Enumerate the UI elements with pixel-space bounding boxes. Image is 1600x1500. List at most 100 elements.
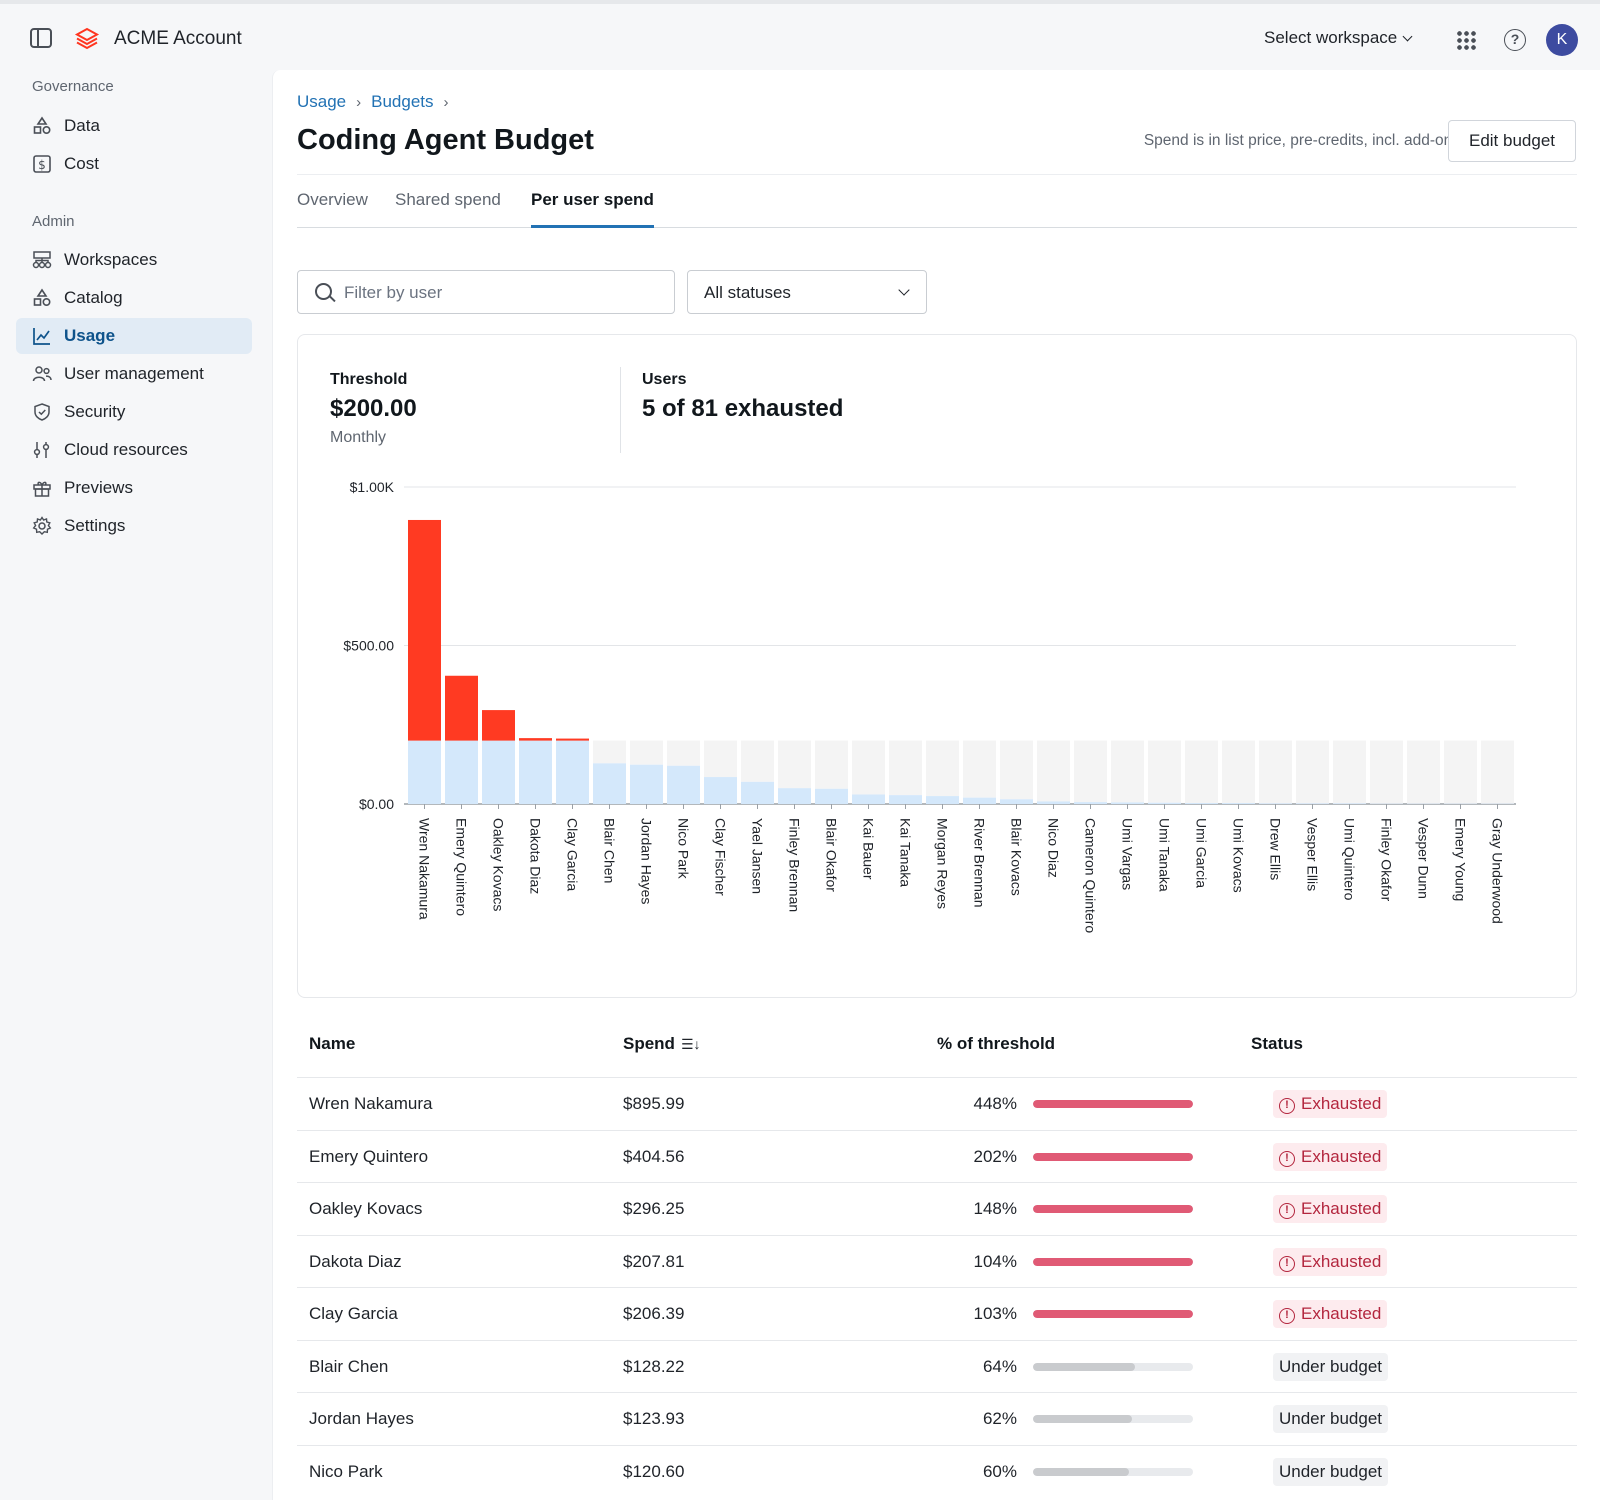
alert-circle-icon: ! [1279,1098,1295,1114]
divider [297,174,1577,175]
threshold-progress-fill [1033,1362,1136,1371]
tabs: Overview Shared spend Per user spend [297,190,1577,228]
sidebar-item-cloud-resources[interactable]: Cloud resources [16,432,252,468]
sidebar-item-settings[interactable]: Settings [16,508,252,544]
table-row[interactable]: Clay Garcia $206.39 103% ! Exhausted [297,1287,1577,1340]
bar-remaining [1148,740,1181,803]
table-row[interactable]: Dakota Diaz $207.81 104% ! Exhausted [297,1234,1577,1288]
bar-under-threshold [1296,803,1329,804]
workspace-select[interactable]: Select workspace [1264,28,1413,48]
x-tick-label: Drew Ellis [1268,818,1284,880]
row-name: Blair Chen [309,1356,389,1376]
threshold-progress-fill [1033,1205,1193,1213]
status-select[interactable]: All statuses [687,270,927,314]
breadcrumb-budgets[interactable]: Budgets [371,92,434,111]
apps-grid-icon[interactable] [1456,30,1476,50]
bar-remaining [1296,740,1329,804]
sidebar-toggle-icon[interactable] [30,28,52,48]
edit-budget-button[interactable]: Edit budget [1448,120,1576,162]
tab-per-user-spend[interactable]: Per user spend [531,190,654,228]
bar-remaining [1444,740,1477,804]
row-spend: $206.39 [623,1304,685,1323]
bar-under-threshold [482,740,515,804]
threshold-progress-fill [1033,1415,1133,1423]
tab-shared-spend[interactable]: Shared spend [395,190,501,209]
threshold-progress-bar [1033,1205,1193,1213]
bar-remaining [741,740,774,782]
x-tick-label: Nico Park [676,818,692,880]
bar-under-threshold [889,795,922,804]
row-pct: 64% [982,1356,1017,1376]
bar-under-threshold [519,740,552,804]
threshold-progress-fill [1033,1467,1129,1476]
table-row[interactable]: Jordan Hayes $123.93 62% Under budget [297,1392,1577,1445]
table-row[interactable]: Oakley Kovacs $296.25 148% ! Exhausted [297,1182,1577,1235]
bar-under-threshold [1000,799,1033,804]
status-badge: ! Exhausted [1273,1247,1388,1276]
x-tick-label: Emery Quintero [454,818,470,916]
avatar[interactable]: K [1546,24,1578,56]
users-icon [32,364,52,384]
col-header-spend[interactable]: Spend ☰↓ [623,1034,701,1054]
main-panel: Usage › Budgets › Coding Agent Budget Spend… [272,70,1600,1500]
bar-remaining [1481,740,1514,804]
bar-under-threshold [704,777,737,804]
x-tick-label: Finley Okafor [1379,818,1395,902]
table-row[interactable]: Nico Park $120.60 60% Under budget [297,1444,1577,1498]
tab-overview[interactable]: Overview [297,190,368,209]
x-tick-label: Finley Brennan [787,818,803,912]
row-name: Dakota Diaz [309,1251,402,1271]
threshold-progress-bar [1033,1257,1193,1266]
breadcrumb-usage[interactable]: Usage [297,92,347,111]
sidebar-item-security[interactable]: Security [16,394,252,430]
x-tick-label: Blair Chen [602,818,618,883]
bar-over-threshold [408,519,441,741]
threshold-progress-bar [1033,1152,1193,1161]
row-name: Nico Park [309,1461,383,1481]
help-icon[interactable]: ? [1504,29,1526,51]
sidebar-item-cost[interactable]: $ Cost [16,146,252,182]
bar-under-threshold [741,781,774,804]
x-tick-label: Nico Diaz [1046,818,1062,878]
bar-under-threshold [852,794,885,804]
threshold-progress-bar [1033,1467,1193,1476]
bar-under-threshold [1259,803,1292,804]
sidebar-item-data[interactable]: Data [16,108,252,144]
x-tick-label: Blair Okafor [824,818,840,892]
bar-under-threshold [1074,802,1107,804]
x-tick-label: Blair Kovacs [1009,818,1025,896]
bar-remaining [1407,740,1440,804]
chevron-down-icon [1402,31,1413,42]
table-row[interactable]: Emery Quintero $404.56 202% ! Exhausted [297,1129,1577,1183]
bar-under-threshold [630,764,663,804]
table-row[interactable]: Blair Chen $128.22 64% Under budget [297,1339,1577,1393]
sidebar-item-workspaces[interactable]: Workspaces [16,242,252,278]
bar-under-threshold [1111,802,1144,804]
bar-remaining [926,740,959,797]
x-tick-label: Clay Garcia [565,818,581,891]
x-tick-label: Clay Fischer [713,818,729,896]
divider [620,367,621,453]
sidebar-item-label: Workspaces [64,250,158,269]
sidebar-item-label: Catalog [64,288,123,307]
sidebar-item-catalog[interactable]: Catalog [16,280,252,316]
bar-under-threshold [1037,801,1070,804]
x-tick-label: Umi Vargas [1120,818,1136,890]
sidebar-item-user-management[interactable]: User management [16,356,252,392]
sidebar-item-label: Data [64,116,100,135]
table-row[interactable]: Wren Nakamura $895.99 448% ! Exhausted [297,1077,1577,1130]
x-tick-label: Umi Tanaka [1157,818,1173,892]
sort-descending-icon[interactable]: ☰↓ [680,1036,701,1052]
row-pct: 202% [973,1146,1017,1166]
sidebar-item-usage[interactable]: Usage [16,318,252,354]
bar-under-threshold [667,765,700,804]
row-pct: 448% [973,1094,1017,1113]
workspaces-icon [32,250,52,270]
filter-by-user-input[interactable] [344,281,664,305]
row-pct: 60% [982,1461,1017,1481]
status-badge: ! Exhausted [1273,1300,1388,1328]
search-icon [315,283,332,300]
bar-under-threshold [556,740,589,804]
sidebar-item-previews[interactable]: Previews [16,470,252,506]
top-bar: ACME Account Select workspace ? K [0,4,1600,68]
